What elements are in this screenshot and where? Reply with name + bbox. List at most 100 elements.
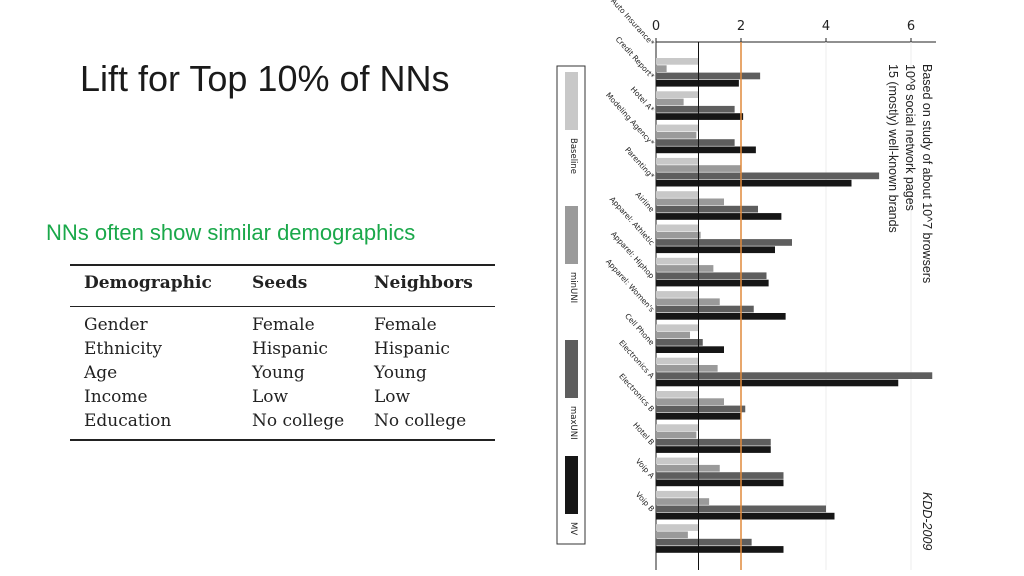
bar-maxuni: [656, 172, 880, 180]
bar-mv: [656, 446, 771, 453]
category-label: Voip A: [634, 457, 657, 481]
legend-swatch: [565, 72, 578, 130]
bar-mv: [656, 379, 899, 387]
x-tick-label: 2: [737, 19, 745, 34]
bar-maxuni: [656, 305, 754, 313]
bar-baseline: [656, 191, 699, 198]
category-label: Voip B: [634, 490, 656, 513]
table-row: Age Young Young: [70, 361, 495, 385]
bar-baseline: [656, 257, 699, 265]
bar-maxuni: [656, 472, 784, 479]
table-cell: No college: [252, 411, 345, 431]
bar-baseline: [656, 524, 699, 531]
bar-baseline: [656, 291, 699, 298]
table-cell: No college: [374, 411, 467, 431]
bar-minuni: [656, 531, 688, 539]
bar-maxuni: [656, 339, 703, 346]
table-mid-rule: [70, 306, 495, 307]
table-cell: Education: [84, 411, 172, 431]
table-cell: Female: [374, 315, 437, 335]
table-bottom-rule: [70, 439, 495, 441]
bar-mv: [656, 213, 782, 220]
bar-mv: [656, 146, 756, 154]
bar-minuni: [656, 431, 697, 439]
bar-baseline: [656, 124, 699, 132]
category-label: Parenting*: [623, 145, 656, 180]
table-row: Gender Female Female: [70, 313, 495, 337]
bar-maxuni: [656, 239, 792, 246]
bar-baseline: [656, 157, 699, 165]
bar-mv: [656, 546, 784, 553]
table-cell: Young: [374, 363, 427, 383]
bar-maxuni: [656, 538, 752, 546]
table-cell: Low: [374, 387, 411, 407]
bar-maxuni: [656, 372, 933, 379]
bar-mv: [656, 179, 852, 187]
bar-baseline: [656, 457, 699, 465]
legend-swatch: [565, 206, 578, 264]
legend-label: Baseline: [568, 138, 578, 174]
bar-minuni: [656, 464, 720, 472]
bar-maxuni: [656, 105, 735, 113]
legend-label: MV: [568, 522, 578, 535]
x-tick-label: 6: [907, 19, 915, 34]
table-row: Education No college No college: [70, 409, 495, 433]
table-cell: Age: [84, 363, 118, 383]
bar-maxuni: [656, 272, 767, 280]
bar-mv: [656, 246, 775, 254]
legend-label: minUNI: [568, 272, 578, 303]
bar-minuni: [656, 98, 684, 106]
bar-baseline: [656, 58, 699, 65]
table-row: Income Low Low: [70, 385, 495, 409]
bar-minuni: [656, 398, 724, 405]
legend-swatch: [565, 456, 578, 514]
bar-minuni: [656, 298, 720, 306]
bar-baseline: [656, 490, 699, 498]
x-tick-label: 0: [652, 19, 660, 34]
category-label: Hotel A*: [629, 85, 657, 114]
table-header-demographic: Demographic: [84, 273, 212, 293]
table-row: Ethnicity Hispanic Hispanic: [70, 337, 495, 361]
bar-baseline: [656, 91, 699, 98]
chart-annotation: Based on study of about 10^7 browsers: [920, 64, 934, 283]
table-cell: Female: [252, 315, 315, 335]
bar-maxuni: [656, 205, 758, 213]
bar-mv: [656, 279, 769, 287]
bar-maxuni: [656, 405, 746, 413]
bar-minuni: [656, 331, 690, 339]
table-cell: Ethnicity: [84, 339, 162, 359]
bar-minuni: [656, 365, 718, 372]
bar-baseline: [656, 324, 699, 332]
bar-baseline: [656, 391, 699, 398]
table-cell: Hispanic: [252, 339, 328, 359]
table-top-rule: [70, 264, 495, 266]
category-label: Airline: [634, 190, 657, 214]
chart-source-label: KDD-2009: [920, 492, 934, 550]
legend-label: maxUNI: [568, 406, 578, 440]
bar-mv: [656, 479, 784, 487]
legend-swatch: [565, 340, 578, 398]
category-label: Hotel B: [631, 421, 656, 447]
bar-mv: [656, 79, 739, 87]
bar-maxuni: [656, 72, 761, 80]
table-body: Gender Female Female Ethnicity Hispanic …: [70, 307, 495, 433]
bar-baseline: [656, 424, 699, 431]
table-cell: Low: [252, 387, 289, 407]
bar-minuni: [656, 231, 701, 239]
bar-minuni: [656, 498, 710, 505]
bar-minuni: [656, 198, 724, 206]
chart-annotation: 15 (mostly) well-known brands: [886, 64, 900, 233]
table-cell: Young: [252, 363, 305, 383]
bar-mv: [656, 113, 744, 120]
bar-mv: [656, 346, 724, 353]
slide-title: Lift for Top 10% of NNs: [80, 58, 450, 99]
chart-annotation: 10^8 social network pages: [903, 64, 917, 211]
bar-mv: [656, 512, 835, 520]
table-header-neighbors: Neighbors: [374, 273, 473, 293]
bar-mv: [656, 313, 786, 320]
table-header-row: Demographic Seeds Neighbors: [70, 266, 495, 300]
table-cell: Gender: [84, 315, 148, 335]
bar-minuni: [656, 65, 667, 72]
bar-baseline: [656, 224, 699, 232]
